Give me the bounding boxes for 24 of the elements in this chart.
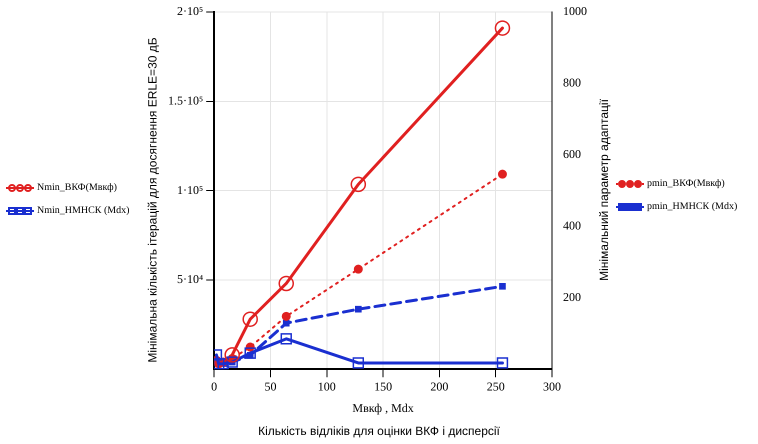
x-axis-title: Мвкф , Mdx	[352, 400, 414, 415]
y-axis-title: Мінімальна кількість ітерацій для досягнення ERLE=30 дБ	[145, 37, 160, 363]
y2-tick-label: 600	[563, 147, 581, 162]
y2-tick-label: 400	[563, 218, 581, 232]
x-tick-label: 50	[264, 380, 276, 394]
x-tick-label: 200	[430, 380, 448, 394]
y2-tick-label: 1000	[563, 4, 587, 18]
y-tick-label: 1.5·10⁵	[168, 93, 204, 108]
y2-axis-title: Мінімальний параметр адаптації	[596, 99, 611, 281]
legend-label: Nmin_НМНСК (Mdx)	[37, 205, 130, 216]
legend-label: pmin_ВКФ(Мвкф)	[647, 178, 725, 189]
y-tick-label: 1·10⁵	[176, 182, 204, 197]
y2-tick-label: 200	[563, 290, 581, 304]
x-tick-label: 300	[543, 380, 561, 394]
y-tick-label: 2·10⁵	[176, 4, 204, 18]
x-tick-label: 100	[318, 380, 336, 394]
y2-tick-label: 800	[563, 76, 581, 90]
x-tick-label: 250	[486, 380, 505, 394]
x-tick-label: 0	[211, 380, 218, 394]
text: Кількість відліків для оцінки ВКФ і дисперсії	[257, 424, 501, 438]
legend-label: pmin_НМНСК (Mdx)	[647, 201, 738, 212]
y-tick-label: 5·10⁴	[176, 272, 204, 286]
x-tick-label: 150	[374, 380, 392, 394]
legend-label: Nmin_ВКФ(Мвкф)	[37, 182, 117, 193]
